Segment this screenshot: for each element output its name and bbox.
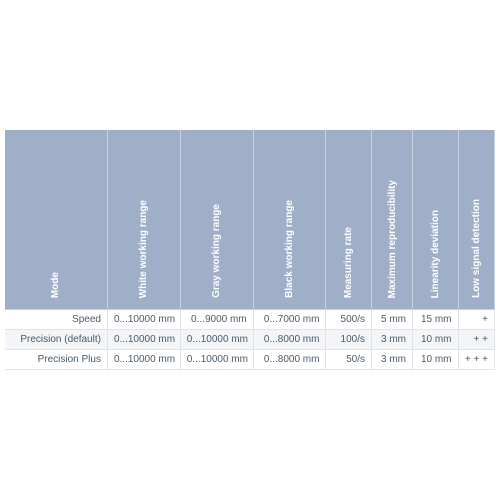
col-header-repro: Maximum reproducibility xyxy=(372,130,413,310)
cell-white: 0...10000 mm xyxy=(107,310,180,330)
col-header-black: Black working range xyxy=(253,130,326,310)
col-header-label: White working range xyxy=(138,200,149,298)
col-header-label: Mode xyxy=(50,272,61,298)
cell-black: 0...8000 mm xyxy=(253,330,326,350)
col-header-label: Low signal detection xyxy=(471,199,482,298)
cell-repro: 3 mm xyxy=(372,330,413,350)
col-header-label: Maximum reproducibility xyxy=(387,180,398,298)
cell-rate: 100/s xyxy=(326,330,372,350)
table-row: Precision Plus 0...10000 mm 0...10000 mm… xyxy=(5,350,495,370)
col-header-label: Linearity deviation xyxy=(430,210,441,298)
cell-gray: 0...10000 mm xyxy=(180,350,253,370)
cell-repro: 5 mm xyxy=(372,310,413,330)
col-header-gray: Gray working range xyxy=(180,130,253,310)
cell-black: 0...8000 mm xyxy=(253,350,326,370)
col-header-white: White working range xyxy=(107,130,180,310)
cell-gray: 0...10000 mm xyxy=(180,330,253,350)
cell-white: 0...10000 mm xyxy=(107,350,180,370)
cell-low: + + + xyxy=(458,350,494,370)
col-header-label: Gray working range xyxy=(211,204,222,298)
cell-white: 0...10000 mm xyxy=(107,330,180,350)
col-header-rate: Measuring rate xyxy=(326,130,372,310)
col-header-label: Black working range xyxy=(284,200,295,298)
table-row: Speed 0...10000 mm 0...9000 mm 0...7000 … xyxy=(5,310,495,330)
cell-rate: 50/s xyxy=(326,350,372,370)
cell-repro: 3 mm xyxy=(372,350,413,370)
col-header-lin: Linearity deviation xyxy=(412,130,458,310)
col-header-low: Low signal detection xyxy=(458,130,494,310)
cell-lin: 10 mm xyxy=(412,350,458,370)
row-label: Precision Plus xyxy=(5,350,107,370)
spec-table-container: Mode White working range Gray working ra… xyxy=(5,130,495,371)
cell-lin: 15 mm xyxy=(412,310,458,330)
col-header-label: Measuring rate xyxy=(343,227,354,298)
table-header-row: Mode White working range Gray working ra… xyxy=(5,130,495,310)
cell-black: 0...7000 mm xyxy=(253,310,326,330)
row-label: Precision (default) xyxy=(5,330,107,350)
cell-lin: 10 mm xyxy=(412,330,458,350)
cell-gray: 0...9000 mm xyxy=(180,310,253,330)
row-label: Speed xyxy=(5,310,107,330)
spec-table: Mode White working range Gray working ra… xyxy=(5,130,495,371)
cell-low: + + xyxy=(458,330,494,350)
cell-rate: 500/s xyxy=(326,310,372,330)
cell-low: + xyxy=(458,310,494,330)
table-row: Precision (default) 0...10000 mm 0...100… xyxy=(5,330,495,350)
col-header-mode: Mode xyxy=(5,130,107,310)
